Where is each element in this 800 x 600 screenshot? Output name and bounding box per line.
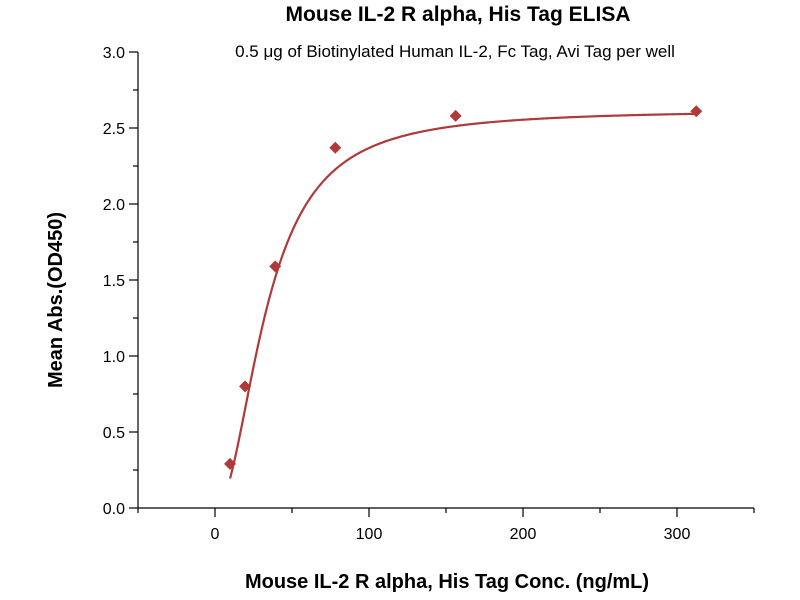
- data-point: [690, 105, 703, 118]
- x-ticks: 0 100 200 300: [137, 508, 755, 543]
- y-axis-label: Mean Abs.(OD450): [45, 212, 67, 388]
- x-tick-label: 100: [356, 526, 383, 543]
- plot-area: [224, 105, 703, 479]
- x-tick-label: 300: [664, 526, 691, 543]
- y-tick-label: 1.5: [103, 273, 125, 290]
- y-tick-label: 2.0: [103, 197, 125, 214]
- y-tick-label: 0.0: [103, 501, 125, 518]
- x-tick-label: 200: [510, 526, 537, 543]
- chart-title: Mouse IL-2 R alpha, His Tag ELISA: [286, 3, 631, 26]
- data-point: [239, 380, 252, 393]
- data-point: [224, 457, 237, 470]
- data-point: [269, 260, 282, 273]
- data-points: [224, 105, 703, 470]
- x-tick-label: 0: [211, 526, 220, 543]
- y-tick-label: 1.0: [103, 349, 125, 366]
- chart-subtitle: 0.5 μg of Biotinylated Human IL-2, Fc Ta…: [235, 42, 675, 61]
- y-ticks: 0.0 0.5 1.0 1.5 2.0 2.5 3.0: [103, 45, 138, 518]
- y-tick-label: 2.5: [103, 121, 125, 138]
- data-point: [329, 141, 342, 154]
- axes: 0.0 0.5 1.0 1.5 2.0 2.5 3.0 0 100 200 300: [103, 45, 755, 543]
- y-tick-label: 0.5: [103, 425, 125, 442]
- fit-curve: [228, 112, 697, 479]
- data-point: [449, 109, 462, 122]
- y-tick-label: 3.0: [103, 45, 125, 62]
- x-axis-label: Mouse IL-2 R alpha, His Tag Conc. (ng/mL…: [245, 571, 649, 593]
